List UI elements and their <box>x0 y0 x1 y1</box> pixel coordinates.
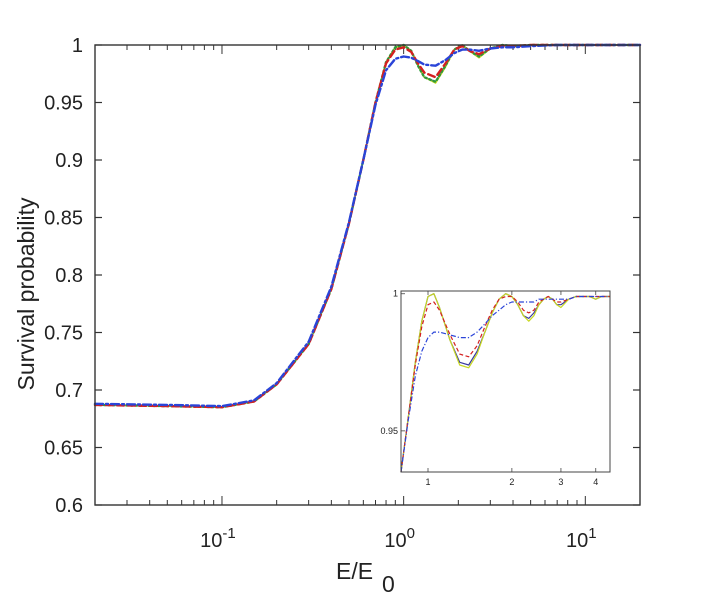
x-tick-base: 10 <box>200 530 222 552</box>
inset-plot-series <box>400 293 610 473</box>
y-tick-label: 0.65 <box>44 438 83 460</box>
y-tick-label: 1 <box>72 35 83 57</box>
series-line-5 <box>93 43 642 408</box>
x-tick-exponent: 1 <box>588 525 596 542</box>
inset-background <box>376 285 610 480</box>
inset-chart: 1 2 3 4 1 0.95 <box>376 285 611 487</box>
x-axis-label-subscript: 0 <box>382 571 395 597</box>
y-tick-labels: 1 0.95 0.9 0.85 0.8 0.75 0.7 0.65 0.6 <box>44 35 83 517</box>
inset-x-tick-label: 4 <box>593 477 598 487</box>
x-tick-exponent: 0 <box>407 525 415 542</box>
x-axis-label-main: E/E <box>336 558 373 584</box>
x-axis-label: E/E <box>336 558 373 584</box>
y-tick-label: 0.75 <box>44 323 83 345</box>
x-tick-exponent: -1 <box>222 525 235 542</box>
inset-plot-frame <box>400 290 611 473</box>
y-tick-label: 0.7 <box>55 380 83 402</box>
y-tick-label: 0.85 <box>44 208 83 230</box>
series-line-4 <box>93 43 642 409</box>
main-plot-frame <box>94 44 641 506</box>
x-tick-base: 10 <box>384 530 406 552</box>
y-tick-label: 0.95 <box>44 93 83 115</box>
x-tick-label: 101 <box>566 525 597 552</box>
y-tick-label: 0.6 <box>55 495 83 517</box>
x-tick-labels: 10-1 100 101 <box>200 525 596 552</box>
inset-series-line-3 <box>400 295 610 473</box>
x-tick-base: 10 <box>566 530 588 552</box>
x-tick-label: 100 <box>384 525 415 552</box>
inset-y-tick-label: 0.95 <box>380 426 398 436</box>
inset-series-line-4 <box>400 295 610 473</box>
x-tick-label: 10-1 <box>200 525 236 552</box>
y-axis-label: Survival probability <box>13 197 39 391</box>
inset-x-tick-label: 2 <box>509 477 514 487</box>
inset-x-tick-label: 1 <box>425 477 430 487</box>
y-tick-label: 0.8 <box>55 265 83 287</box>
inset-y-tick-label: 1 <box>393 289 398 299</box>
inset-x-tick-label: 3 <box>558 477 563 487</box>
inset-axis-ticks <box>401 291 597 472</box>
y-tick-label: 0.9 <box>55 150 83 172</box>
inset-tick-labels: 1 2 3 4 1 0.95 <box>380 289 598 487</box>
